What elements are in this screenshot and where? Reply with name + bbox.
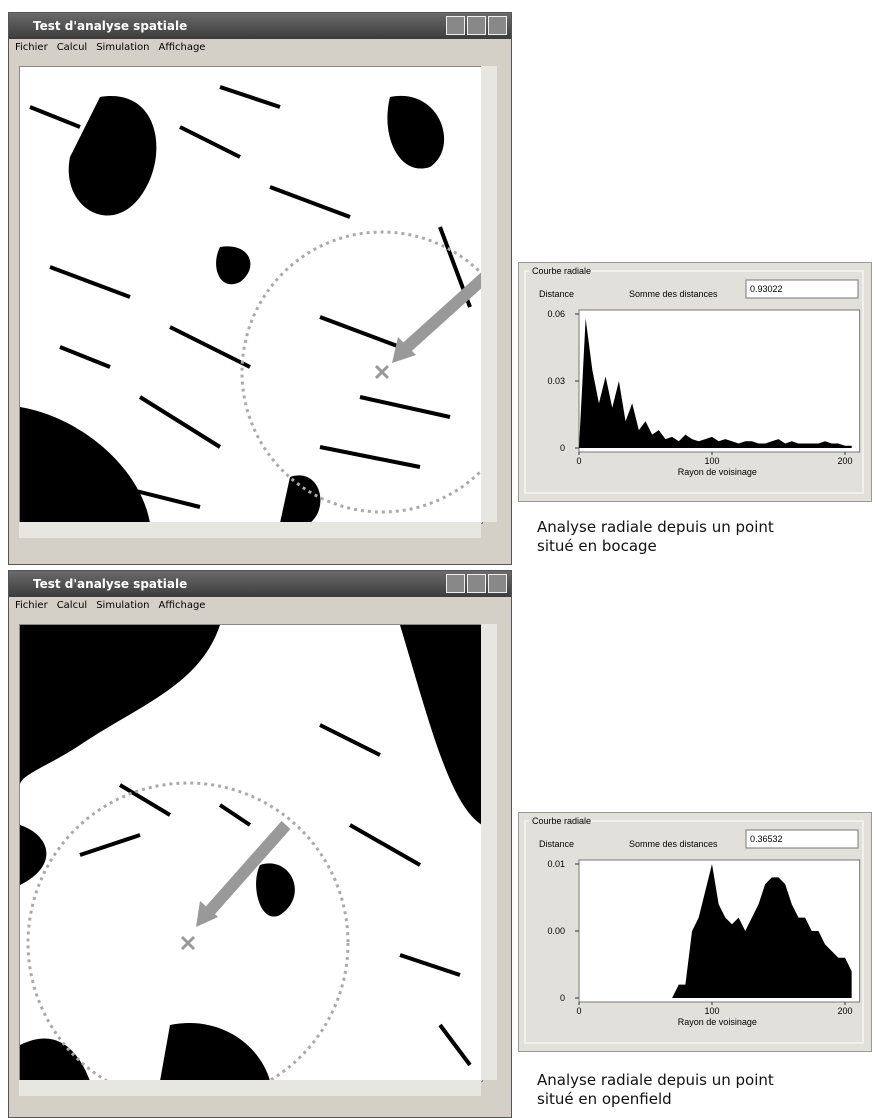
- x-tick-label: 100: [704, 1006, 719, 1016]
- title-bar: Test d'analyse spatiale: [9, 571, 511, 597]
- window: Test d'analyse spatiale Fichier Calcul Sim…: [8, 12, 512, 565]
- horizontal-scrollbar[interactable]: [19, 522, 481, 538]
- title-bar: Test d'analyse spatiale: [9, 13, 511, 39]
- menu-bar: Fichier Calcul Simulation Affichage: [9, 39, 511, 57]
- y-tick-label: 0: [560, 443, 565, 453]
- window-buttons[interactable]: [444, 574, 507, 602]
- x-tick-label: 200: [837, 456, 852, 466]
- menu-bar: Fichier Calcul Simulation Affichage: [9, 597, 511, 615]
- x-tick-label: 200: [837, 1006, 852, 1016]
- x-tick-label: 0: [576, 456, 581, 466]
- sum-value: 0.36532: [750, 834, 783, 844]
- menu-item[interactable]: Affichage: [158, 42, 205, 53]
- menu-item[interactable]: Fichier: [15, 600, 48, 611]
- x-tick-label: 0: [576, 1006, 581, 1016]
- caption-line: situé en bocage: [537, 537, 774, 556]
- menu-item[interactable]: Calcul: [57, 600, 88, 611]
- group-label: Courbe radiale: [532, 816, 591, 826]
- caption-line: situé en openfield: [537, 1090, 774, 1109]
- page: Test d'analyse spatiale Fichier Calcul Sim…: [0, 0, 875, 1118]
- map: [19, 624, 483, 1082]
- caption-line: Analyse radiale depuis un point: [537, 1071, 774, 1090]
- sum-label: Somme des distances: [629, 289, 718, 299]
- window-buttons[interactable]: [444, 16, 507, 44]
- window-title: Test d'analyse spatiale: [33, 19, 187, 33]
- y-tick-label: 0.06: [547, 309, 565, 319]
- y-tick-label: 0.00: [547, 926, 565, 936]
- radial-curve-panel: Courbe radiale Distance Somme des distance…: [518, 812, 872, 1052]
- window: Test d'analyse spatiale Fichier Calcul Sim…: [8, 570, 512, 1118]
- distance-label: Distance: [539, 839, 574, 849]
- vertical-scrollbar[interactable]: [481, 66, 497, 522]
- sum-label: Somme des distances: [629, 839, 718, 849]
- distance-label: Distance: [539, 289, 574, 299]
- horizontal-scrollbar[interactable]: [19, 1080, 481, 1096]
- y-tick-label: 0.03: [547, 376, 565, 386]
- menu-item[interactable]: Fichier: [15, 42, 48, 53]
- group-label: Courbe radiale: [532, 266, 591, 276]
- x-axis-label: Rayon de voisinage: [678, 1017, 757, 1027]
- caption-line: Analyse radiale depuis un point: [537, 518, 774, 537]
- sum-value: 0.93022: [750, 284, 783, 294]
- radial-curve-panel: Courbe radiale Distance Somme des distance…: [518, 262, 872, 502]
- menu-item[interactable]: Calcul: [57, 42, 88, 53]
- map: [19, 66, 483, 524]
- menu-item[interactable]: Simulation: [96, 600, 149, 611]
- window-title: Test d'analyse spatiale: [33, 577, 187, 591]
- x-axis-label: Rayon de voisinage: [678, 467, 757, 477]
- y-tick-label: 0.01: [547, 859, 565, 869]
- x-tick-label: 100: [704, 456, 719, 466]
- y-tick-label: 0: [560, 993, 565, 1003]
- menu-item[interactable]: Affichage: [158, 600, 205, 611]
- vertical-scrollbar[interactable]: [481, 624, 497, 1080]
- menu-item[interactable]: Simulation: [96, 42, 149, 53]
